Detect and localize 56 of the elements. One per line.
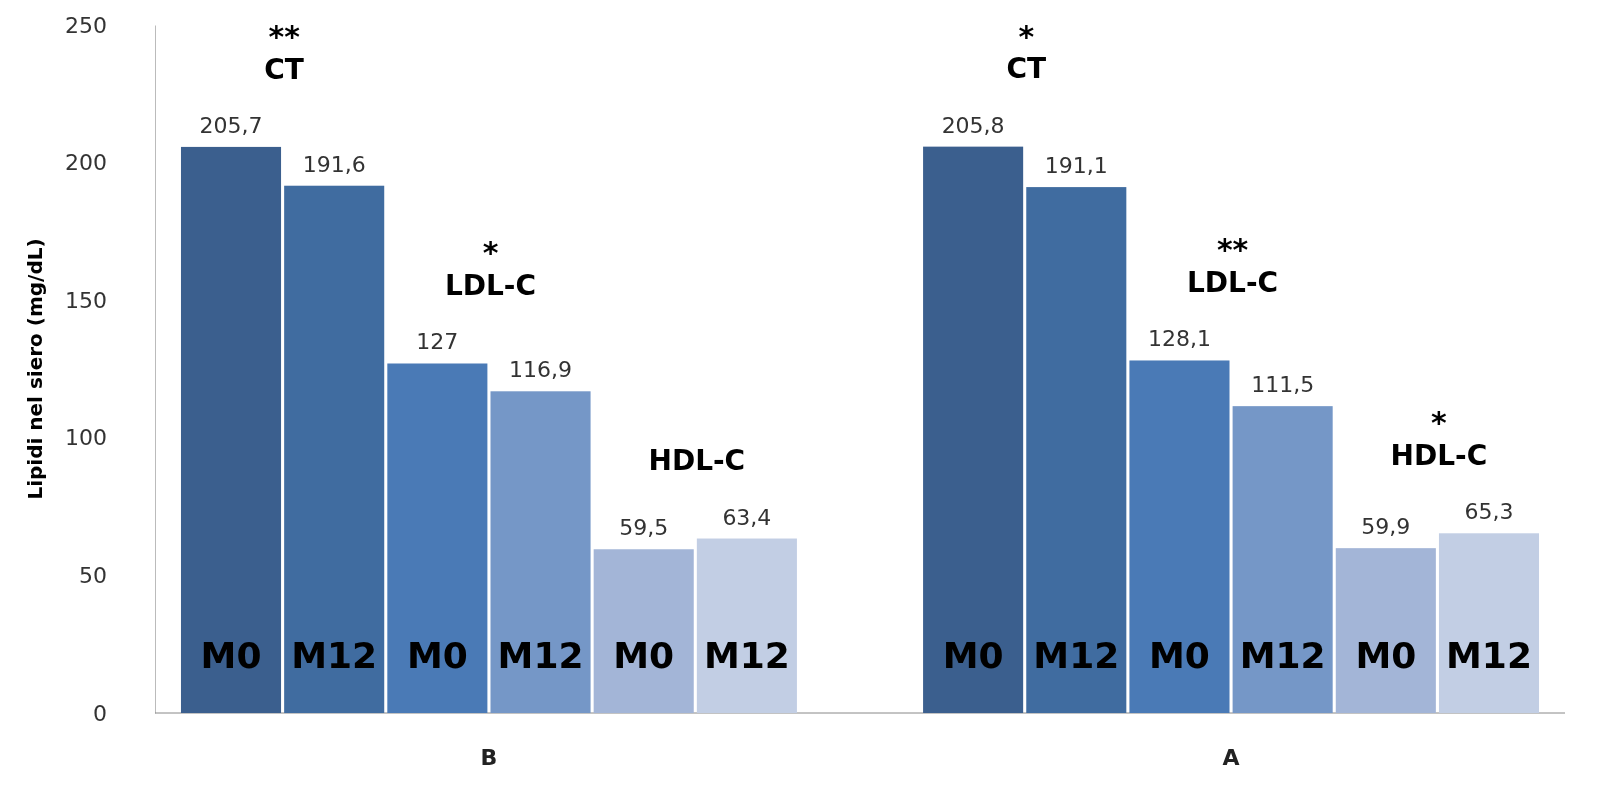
y-tick-label: 0 <box>93 700 107 726</box>
series-label: M12 <box>1033 635 1120 676</box>
data-label: 59,9 <box>1361 514 1411 540</box>
annotation: LDL-C <box>444 269 537 303</box>
annotation: HDL-C <box>1390 439 1488 473</box>
data-label: 128,1 <box>1147 326 1211 352</box>
series-label: M0 <box>1149 635 1210 676</box>
y-tick-label: 250 <box>65 12 107 38</box>
x-tick-label: A <box>1222 744 1240 770</box>
y-tick-label: 150 <box>65 287 107 313</box>
annotation: * <box>482 235 499 271</box>
data-label: 127 <box>416 329 459 355</box>
data-label: 191,1 <box>1044 153 1108 179</box>
data-label: 65,3 <box>1464 499 1514 525</box>
data-label: 111,5 <box>1251 372 1315 398</box>
y-axis-title: Lipidi nel siero (mg/dL) <box>23 238 47 500</box>
series-label: M12 <box>703 635 790 676</box>
text: M0 <box>613 635 675 676</box>
bar <box>1335 548 1436 713</box>
annotation: CT <box>264 52 304 86</box>
y-tick-label: 200 <box>65 150 107 176</box>
y-tick-label: 100 <box>65 425 107 451</box>
data-label: 63,4 <box>722 504 772 530</box>
bar <box>1026 187 1127 713</box>
bar <box>923 146 1024 713</box>
data-label: 205,8 <box>941 112 1005 138</box>
annotation: ** <box>268 18 301 54</box>
series-label: M0 <box>1355 635 1417 676</box>
text: M0 <box>406 635 468 676</box>
data-label: 59,5 <box>619 515 669 541</box>
bar <box>1438 533 1540 713</box>
annotation: * <box>1431 405 1448 441</box>
bar <box>284 185 385 713</box>
bar <box>593 549 694 713</box>
data-label: 191,6 <box>302 151 366 177</box>
y-tick-label: 50 <box>79 562 107 588</box>
annotation: HDL-C <box>648 444 746 478</box>
bar <box>490 391 591 713</box>
text: M12 <box>291 635 378 676</box>
annotation: CT <box>1006 52 1047 86</box>
bar <box>1232 406 1333 713</box>
bar <box>180 146 282 713</box>
bar <box>1129 360 1230 713</box>
data-label: 205,7 <box>199 112 263 138</box>
data-label: 116,9 <box>509 357 573 383</box>
annotation: ** <box>1216 232 1249 268</box>
x-tick-label: B <box>480 744 498 770</box>
annotation: LDL-C <box>1187 266 1279 300</box>
text: M0 <box>200 635 262 676</box>
series-label: M0 <box>942 635 1004 676</box>
bar <box>387 363 488 713</box>
annotation: * <box>1018 18 1035 54</box>
text: M12 <box>1446 635 1532 676</box>
series-label: M12 <box>497 635 584 676</box>
text: M12 <box>1239 635 1326 676</box>
bar <box>696 538 797 713</box>
